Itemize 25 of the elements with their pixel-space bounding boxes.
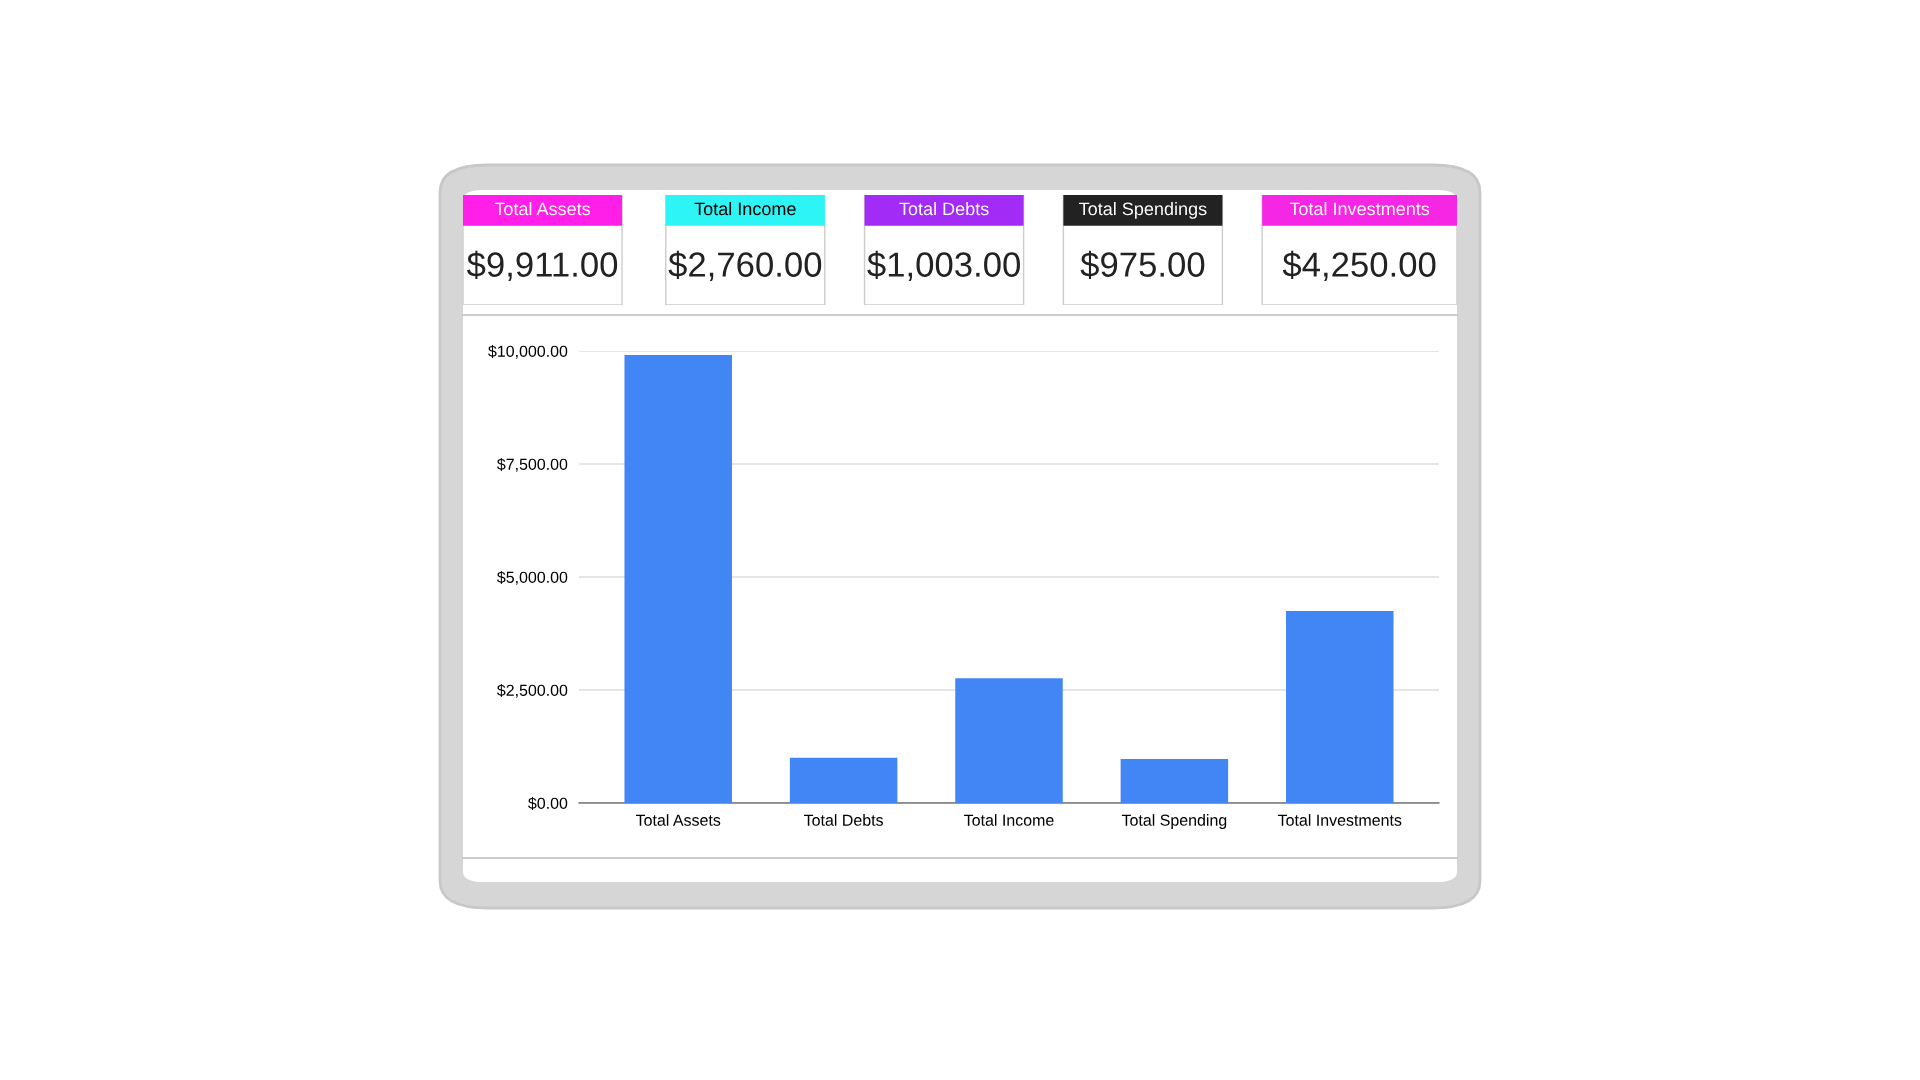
data-label: $9,911.00 xyxy=(466,250,618,282)
x-tick-label: Total Investments xyxy=(1277,814,1402,826)
category-label: Total Assets xyxy=(494,201,591,216)
x-tick-label: Total Assets xyxy=(635,814,721,826)
data-label: $975.00 xyxy=(1080,250,1205,279)
y-tick-label: $5,000.00 xyxy=(497,570,568,585)
x-tick-label: Total Debts xyxy=(804,814,883,826)
data-label: $1,003.00 xyxy=(867,250,1020,282)
category-label: Total Investments xyxy=(1289,201,1430,216)
bar xyxy=(789,757,898,803)
y-tick-label: $0.00 xyxy=(528,796,568,810)
data-label: $2,760.00 xyxy=(668,250,822,282)
x-tick-label: Total Income xyxy=(964,814,1054,826)
y-tick-label: $10,000.00 xyxy=(488,344,568,359)
category-label: Total Debts xyxy=(899,201,989,216)
x-tick-label: Total Spending xyxy=(1121,814,1227,829)
bar xyxy=(955,678,1063,803)
y-tick-label: $2,500.00 xyxy=(497,683,568,698)
bar xyxy=(1120,758,1229,803)
data-label: $4,250.00 xyxy=(1282,250,1436,282)
bar xyxy=(1286,610,1394,803)
y-tick-label: $7,500.00 xyxy=(497,457,568,472)
bar xyxy=(624,355,732,803)
category-label: Total Income xyxy=(694,201,796,216)
category-label: Total Spendings xyxy=(1079,201,1207,219)
